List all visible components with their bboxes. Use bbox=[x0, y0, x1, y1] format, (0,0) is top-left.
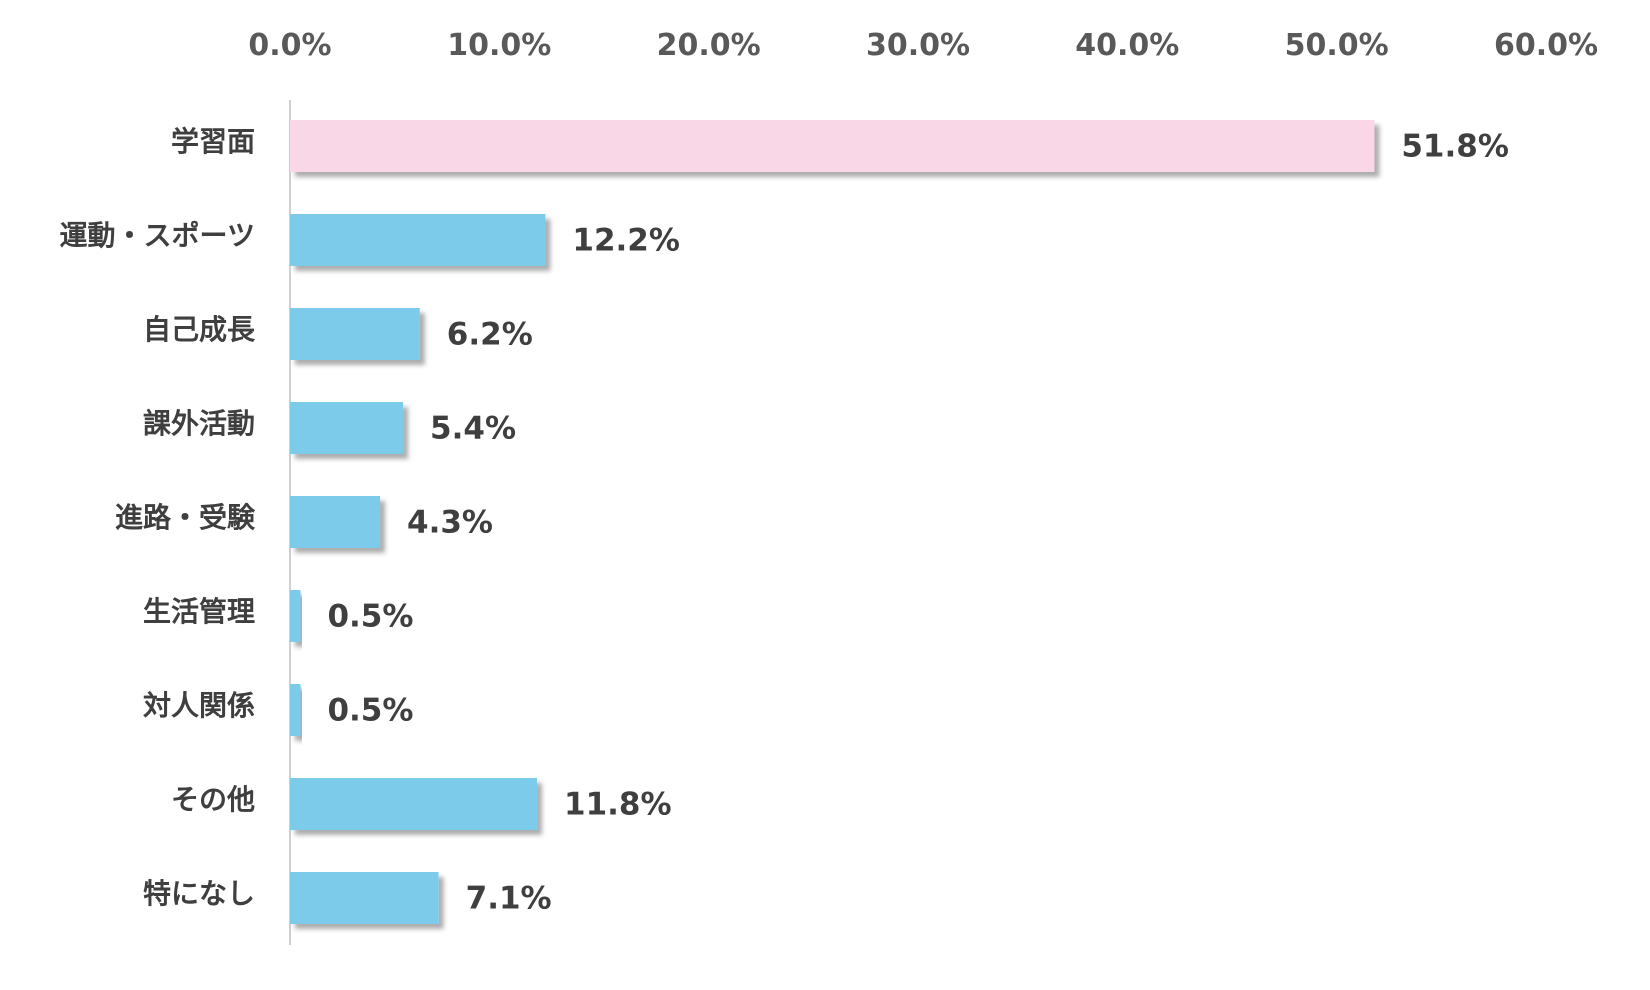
bar bbox=[290, 402, 404, 454]
category-label: 生活管理 bbox=[143, 595, 255, 628]
bar bbox=[290, 496, 381, 548]
category-label: 自己成長 bbox=[143, 313, 256, 346]
category-label: 課外活動 bbox=[143, 407, 255, 440]
category-label: その他 bbox=[171, 783, 255, 816]
data-label: 0.5% bbox=[327, 693, 413, 729]
bars bbox=[290, 120, 1375, 924]
x-axis-ticks: 0.0% 10.0% 20.0% 30.0% 40.0% 50.0% 60.0% bbox=[248, 28, 1598, 63]
data-label: 12.2% bbox=[572, 223, 680, 259]
x-tick-label: 0.0% bbox=[248, 28, 331, 63]
bar bbox=[290, 214, 546, 266]
data-label: 7.1% bbox=[466, 881, 552, 917]
x-tick-label: 20.0% bbox=[657, 28, 761, 63]
bar bbox=[290, 590, 301, 642]
data-label: 11.8% bbox=[564, 787, 672, 823]
x-tick-label: 30.0% bbox=[866, 28, 970, 63]
category-label: 学習面 bbox=[171, 125, 255, 158]
x-tick-label: 40.0% bbox=[1075, 28, 1179, 63]
x-tick-label: 50.0% bbox=[1285, 28, 1389, 63]
bar bbox=[290, 120, 1375, 172]
bar bbox=[290, 778, 538, 830]
data-label: 0.5% bbox=[327, 599, 413, 635]
category-label: 対人関係 bbox=[143, 689, 255, 722]
x-tick-label: 10.0% bbox=[447, 28, 551, 63]
data-labels: 51.8% 12.2% 6.2% 5.4% 4.3% 0.5% 0.5% 11.8% 7.1% bbox=[327, 129, 1508, 917]
data-label: 6.2% bbox=[447, 317, 533, 353]
x-tick-label: 60.0% bbox=[1494, 28, 1598, 63]
bar bbox=[290, 684, 301, 736]
data-label: 4.3% bbox=[407, 505, 493, 541]
bar bbox=[290, 308, 420, 360]
category-label: 運動・スポーツ bbox=[60, 219, 255, 252]
data-label: 5.4% bbox=[430, 411, 516, 447]
category-label: 特になし bbox=[143, 877, 255, 910]
data-label: 51.8% bbox=[1401, 129, 1509, 165]
bar bbox=[290, 872, 439, 924]
category-label: 進路・受験 bbox=[115, 501, 256, 534]
